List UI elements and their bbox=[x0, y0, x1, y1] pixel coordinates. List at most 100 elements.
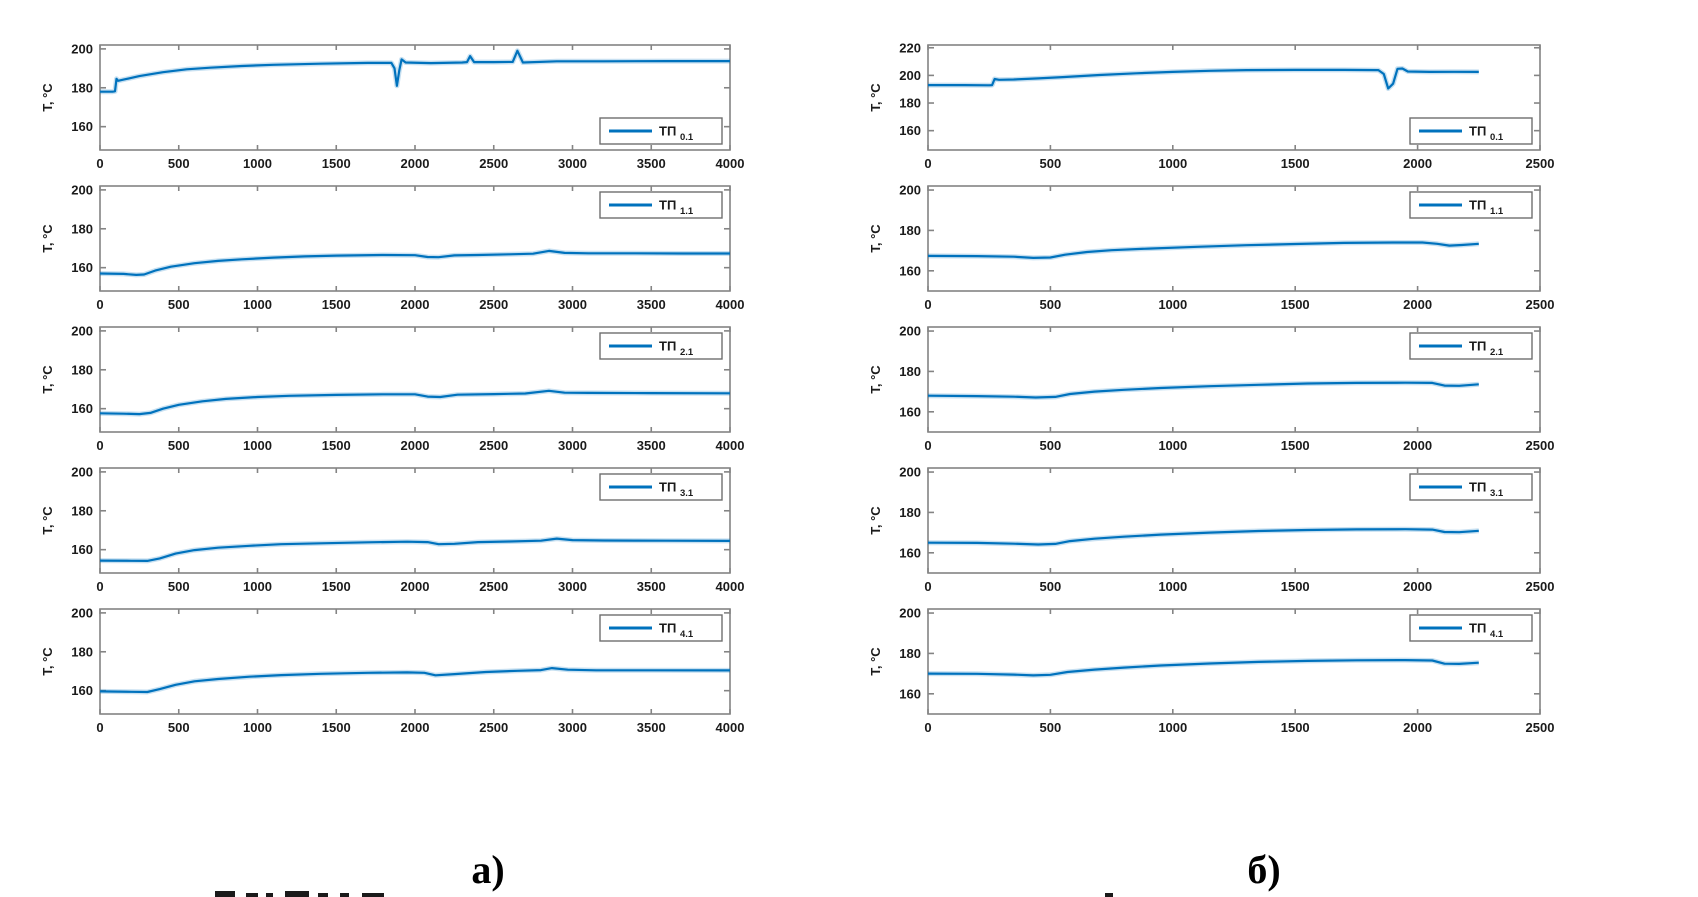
legend-label-subscript: 0.1 bbox=[680, 132, 694, 143]
legend: ТП 1.1 bbox=[1409, 191, 1533, 219]
panel-a: 0 500 1000 1500 2000 2500 3000 3500 400016018020… bbox=[40, 41, 744, 735]
x-tick-label: 2000 bbox=[401, 156, 430, 171]
legend-label-subscript: 2.1 bbox=[680, 347, 694, 358]
series-line-halo bbox=[927, 657, 1479, 678]
x-tick-label: 500 bbox=[1040, 720, 1062, 735]
x-tick-label: 500 bbox=[168, 156, 190, 171]
y-axis-label: T, °C bbox=[868, 365, 883, 394]
x-tick-label: 0 bbox=[96, 156, 103, 171]
y-tick-label: 180 bbox=[899, 96, 921, 111]
series-line-halo bbox=[927, 380, 1479, 400]
x-tick-label: 2000 bbox=[401, 297, 430, 312]
legend-label: ТП bbox=[1469, 198, 1486, 213]
x-tick-label: 2500 bbox=[479, 438, 508, 453]
series-line bbox=[99, 249, 730, 276]
x-tick-label: 2000 bbox=[401, 438, 430, 453]
y-tick-label: 200 bbox=[71, 182, 93, 197]
series-line-halo bbox=[927, 526, 1479, 547]
x-tick-label: 500 bbox=[168, 720, 190, 735]
legend-label: ТП bbox=[659, 621, 676, 636]
y-axis-label: T, °C bbox=[40, 506, 55, 535]
series-line bbox=[99, 667, 731, 694]
y-tick-label: 180 bbox=[71, 503, 93, 518]
legend: ТП 0.1 bbox=[599, 117, 723, 145]
x-tick-label: 0 bbox=[96, 720, 103, 735]
y-tick-label: 200 bbox=[71, 464, 93, 479]
x-tick-label: 0 bbox=[96, 297, 103, 312]
legend-label-subscript: 3.1 bbox=[1490, 488, 1504, 499]
legend-label: ТП bbox=[1469, 480, 1486, 495]
x-tick-label: 1000 bbox=[243, 438, 272, 453]
x-tick-label: 2500 bbox=[1526, 720, 1555, 735]
legend-label: ТП bbox=[1469, 621, 1486, 636]
chart-0.1: 0 500 1000 1500 2000 2500 160 180 200 220 T, °C ТП 0… bbox=[868, 40, 1554, 171]
x-tick-label: 4000 bbox=[716, 297, 745, 312]
y-tick-label: 200 bbox=[899, 68, 921, 83]
y-axis-label: T, °C bbox=[40, 365, 55, 394]
y-tick-label: 160 bbox=[899, 123, 921, 138]
legend-label-subscript: 2.1 bbox=[1490, 347, 1504, 358]
y-tick-label: 160 bbox=[899, 263, 921, 278]
series-line bbox=[928, 67, 1479, 90]
x-tick-label: 3500 bbox=[637, 297, 666, 312]
x-tick-label: 2000 bbox=[1403, 297, 1432, 312]
y-tick-label: 160 bbox=[71, 401, 93, 416]
chart-3.1: 0 500 1000 1500 2000 2500 3000 3500 4000 160 180 20… bbox=[40, 464, 744, 594]
x-tick-label: 3500 bbox=[637, 438, 666, 453]
plot-box bbox=[927, 326, 1541, 433]
y-tick-label: 180 bbox=[71, 644, 93, 659]
x-tick-label: 2500 bbox=[479, 720, 508, 735]
chart-2.1: 0 500 1000 1500 2000 2500 160 180 200 T, °C ТП 2.1 bbox=[868, 324, 1554, 453]
x-tick-label: 1500 bbox=[1281, 297, 1310, 312]
x-tick-label: 2500 bbox=[1526, 438, 1555, 453]
x-tick-label: 1000 bbox=[1158, 579, 1187, 594]
x-tick-label: 1500 bbox=[1281, 438, 1310, 453]
x-tick-label: 0 bbox=[96, 438, 103, 453]
x-tick-label: 4000 bbox=[716, 438, 745, 453]
plot-box bbox=[927, 608, 1541, 715]
x-tick-label: 500 bbox=[1040, 156, 1062, 171]
x-tick-label: 1000 bbox=[1158, 438, 1187, 453]
x-tick-label: 2000 bbox=[1403, 579, 1432, 594]
x-tick-label: 2500 bbox=[479, 579, 508, 594]
panel-label-a: а) bbox=[471, 847, 505, 892]
legend: ТП 0.1 bbox=[1409, 117, 1533, 145]
x-tick-label: 3000 bbox=[558, 720, 587, 735]
x-tick-label: 1000 bbox=[243, 579, 272, 594]
x-tick-label: 1500 bbox=[322, 720, 351, 735]
y-axis-label: T, °C bbox=[40, 83, 55, 112]
chart-0.1: 0 500 1000 1500 2000 2500 3000 3500 4000 160 180 20… bbox=[40, 41, 744, 171]
y-tick-label: 160 bbox=[71, 260, 93, 275]
y-tick-label: 180 bbox=[71, 221, 93, 236]
series-line bbox=[99, 537, 731, 562]
series-line-halo bbox=[100, 48, 730, 95]
legend-label: ТП bbox=[659, 480, 676, 495]
x-tick-label: 1000 bbox=[1158, 720, 1187, 735]
x-tick-label: 3000 bbox=[558, 156, 587, 171]
chart-1.1: 0 500 1000 1500 2000 2500 160 180 200 T, °C ТП 1.1 bbox=[868, 183, 1554, 312]
legend-label: ТП bbox=[659, 198, 676, 213]
y-axis-label: T, °C bbox=[40, 647, 55, 676]
x-tick-label: 4000 bbox=[716, 720, 745, 735]
legend-label-subscript: 4.1 bbox=[680, 629, 694, 640]
x-tick-label: 3000 bbox=[558, 297, 587, 312]
legend-label: ТП bbox=[659, 339, 676, 354]
x-tick-label: 3500 bbox=[637, 720, 666, 735]
panel-label-b: б) bbox=[1247, 847, 1281, 892]
x-tick-label: 4000 bbox=[716, 579, 745, 594]
x-tick-label: 0 bbox=[96, 579, 103, 594]
x-tick-label: 3500 bbox=[637, 579, 666, 594]
legend: ТП 2.1 bbox=[1409, 332, 1533, 360]
x-tick-label: 3000 bbox=[558, 579, 587, 594]
legend: ТП 2.1 bbox=[599, 332, 723, 360]
x-tick-label: 2500 bbox=[1526, 579, 1555, 594]
y-tick-label: 160 bbox=[899, 686, 921, 701]
y-tick-label: 200 bbox=[71, 41, 93, 56]
x-tick-label: 1500 bbox=[1281, 720, 1310, 735]
legend: ТП 4.1 bbox=[599, 614, 723, 642]
y-tick-label: 180 bbox=[71, 362, 93, 377]
x-tick-label: 1000 bbox=[243, 156, 272, 171]
x-tick-label: 0 bbox=[924, 156, 931, 171]
legend-label-subscript: 1.1 bbox=[680, 206, 694, 217]
